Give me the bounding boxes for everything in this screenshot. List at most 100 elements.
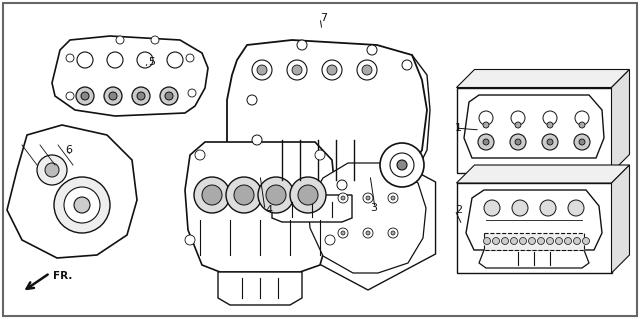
Circle shape (402, 60, 412, 70)
Circle shape (104, 87, 122, 105)
Circle shape (478, 134, 494, 150)
Circle shape (107, 52, 123, 68)
Circle shape (252, 135, 262, 145)
Circle shape (510, 134, 526, 150)
Circle shape (116, 36, 124, 44)
Circle shape (511, 238, 518, 244)
Circle shape (338, 228, 348, 238)
Circle shape (247, 95, 257, 105)
Circle shape (574, 134, 590, 150)
Circle shape (109, 92, 117, 100)
Circle shape (66, 92, 74, 100)
Circle shape (315, 150, 325, 160)
Circle shape (547, 122, 553, 128)
Circle shape (380, 143, 424, 187)
Circle shape (556, 238, 563, 244)
Circle shape (397, 160, 407, 170)
Circle shape (195, 150, 205, 160)
Circle shape (77, 52, 93, 68)
Circle shape (512, 200, 528, 216)
Circle shape (325, 235, 335, 245)
Circle shape (327, 65, 337, 75)
Circle shape (66, 54, 74, 62)
Text: 4: 4 (265, 205, 272, 215)
Polygon shape (611, 165, 630, 273)
Circle shape (483, 139, 489, 145)
Circle shape (391, 196, 395, 200)
Circle shape (298, 185, 318, 205)
Circle shape (257, 65, 267, 75)
Circle shape (388, 193, 398, 203)
Circle shape (151, 36, 159, 44)
Circle shape (132, 87, 150, 105)
Circle shape (542, 134, 558, 150)
Polygon shape (300, 146, 436, 290)
Circle shape (493, 238, 499, 244)
Circle shape (390, 153, 414, 177)
Circle shape (341, 196, 345, 200)
Circle shape (258, 177, 294, 213)
Circle shape (37, 155, 67, 185)
Polygon shape (272, 195, 352, 222)
Circle shape (287, 60, 307, 80)
Circle shape (543, 111, 557, 125)
Circle shape (515, 139, 521, 145)
Circle shape (547, 238, 554, 244)
Circle shape (483, 122, 489, 128)
Circle shape (391, 231, 395, 235)
Circle shape (573, 238, 580, 244)
Text: 3: 3 (370, 203, 377, 213)
Circle shape (367, 45, 377, 55)
Polygon shape (479, 250, 589, 268)
Circle shape (529, 238, 536, 244)
Circle shape (540, 200, 556, 216)
Polygon shape (185, 142, 335, 272)
Circle shape (165, 92, 173, 100)
Circle shape (45, 163, 59, 177)
Circle shape (515, 122, 521, 128)
Polygon shape (466, 190, 602, 250)
Circle shape (252, 60, 272, 80)
Circle shape (137, 52, 153, 68)
Circle shape (266, 185, 286, 205)
Polygon shape (611, 70, 630, 173)
Polygon shape (308, 163, 426, 273)
Circle shape (194, 177, 230, 213)
Circle shape (357, 60, 377, 80)
Circle shape (290, 177, 326, 213)
Text: 5: 5 (148, 57, 155, 67)
Circle shape (479, 111, 493, 125)
Polygon shape (52, 36, 208, 116)
Circle shape (483, 238, 490, 244)
Circle shape (81, 92, 89, 100)
Circle shape (388, 228, 398, 238)
Circle shape (64, 187, 100, 223)
Circle shape (520, 238, 527, 244)
Circle shape (226, 177, 262, 213)
Circle shape (297, 40, 307, 50)
Circle shape (363, 228, 373, 238)
Circle shape (362, 65, 372, 75)
Circle shape (292, 65, 302, 75)
Circle shape (363, 193, 373, 203)
Circle shape (568, 200, 584, 216)
Text: 2: 2 (455, 205, 462, 215)
Circle shape (167, 52, 183, 68)
Polygon shape (218, 272, 302, 305)
Polygon shape (227, 40, 427, 210)
Polygon shape (7, 125, 137, 258)
Circle shape (582, 238, 589, 244)
Circle shape (188, 89, 196, 97)
Circle shape (76, 87, 94, 105)
Circle shape (564, 238, 572, 244)
Circle shape (160, 87, 178, 105)
Bar (456, 87, 611, 173)
Circle shape (511, 111, 525, 125)
Circle shape (202, 185, 222, 205)
Circle shape (575, 111, 589, 125)
Circle shape (338, 193, 348, 203)
Circle shape (322, 60, 342, 80)
Bar (484, 233, 584, 250)
Circle shape (234, 185, 254, 205)
Polygon shape (464, 95, 604, 158)
